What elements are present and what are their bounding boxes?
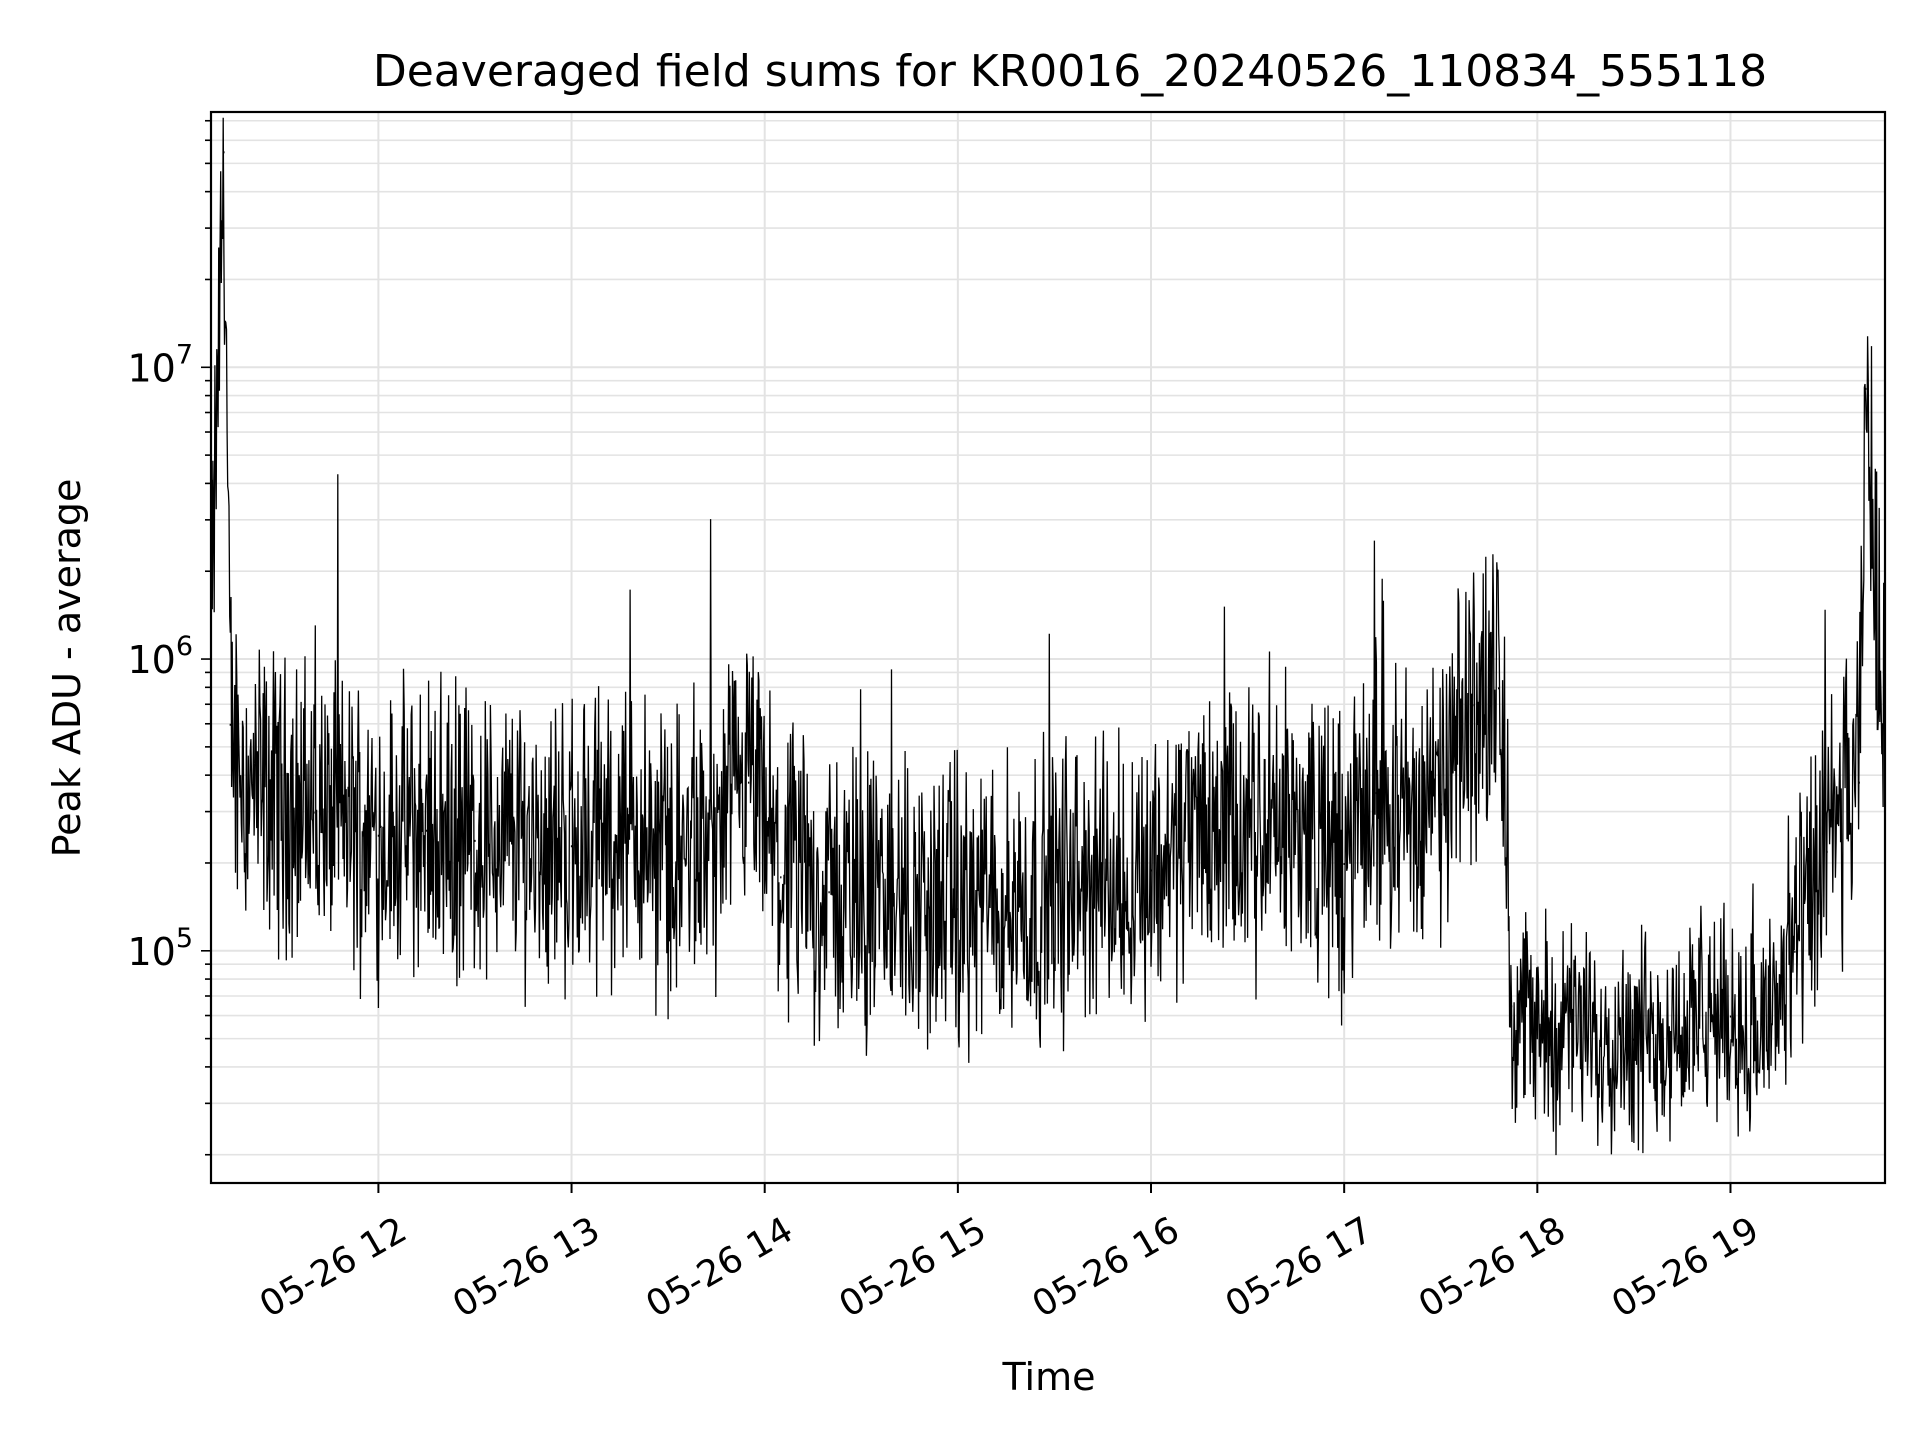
y-axis-label: Peak ADU - average <box>45 479 89 858</box>
chart-title: Deaveraged field sums for KR0016_2024052… <box>373 46 1767 97</box>
y-tick-label: 105 <box>127 923 193 974</box>
x-axis-label: Time <box>1002 1355 1096 1399</box>
axes-frame <box>209 110 1887 1185</box>
y-tick-label: 106 <box>127 631 193 682</box>
plot-area <box>210 117 1886 1156</box>
y-tick-label: 107 <box>127 339 193 390</box>
series-line <box>210 117 1886 1156</box>
